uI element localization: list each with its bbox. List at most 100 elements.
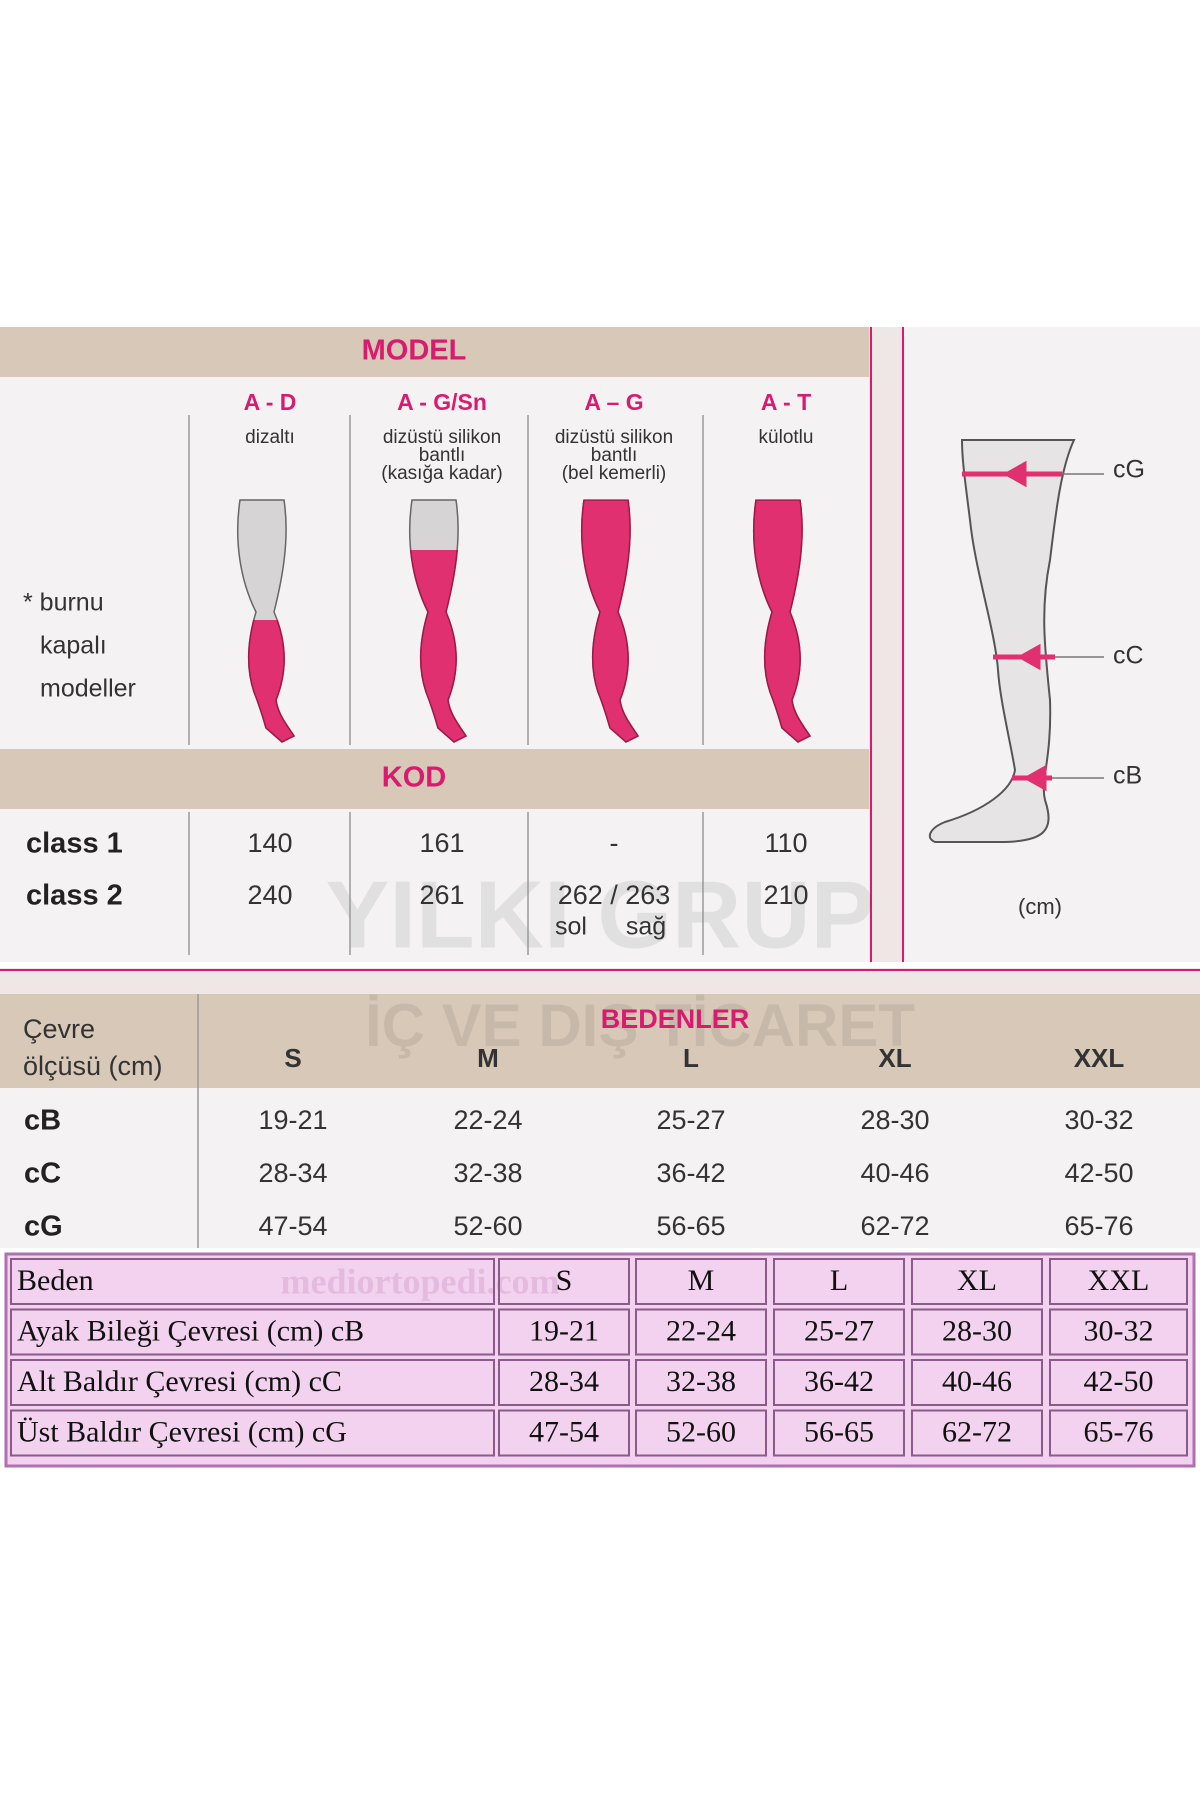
size-value: 47-54 xyxy=(258,1211,327,1241)
size-value: 42-50 xyxy=(1064,1158,1133,1188)
leg-label: cG xyxy=(1113,456,1145,484)
measure-label: cB xyxy=(24,1105,61,1137)
leg-panel xyxy=(904,327,1200,962)
kod-value: 261 xyxy=(419,880,464,910)
kod-band xyxy=(0,749,869,809)
table-cell xyxy=(635,1359,767,1406)
kod-value: 210 xyxy=(763,880,808,910)
separator xyxy=(0,968,1200,994)
table-value: 19-21 xyxy=(529,1314,599,1347)
size-value: 19-21 xyxy=(258,1105,327,1135)
table-cell xyxy=(911,1308,1043,1356)
watermark: mediortopedi.com xyxy=(281,1261,560,1301)
table-label: Üst Baldır Çevresi (cm) cG xyxy=(17,1415,347,1448)
kod-value: 140 xyxy=(247,828,292,858)
watermark: İÇ VE DIŞ TİCARET xyxy=(365,992,915,1059)
table-cell xyxy=(773,1258,905,1305)
measure-label: cG xyxy=(24,1211,63,1243)
table-value: 52-60 xyxy=(666,1415,736,1448)
model-desc: (kasığa kadar) xyxy=(381,463,502,484)
size-value: 30-32 xyxy=(1064,1105,1133,1135)
table-cell xyxy=(773,1308,905,1356)
table-cell xyxy=(773,1409,905,1457)
table-label: Ayak Bileği Çevresi (cm) cB xyxy=(17,1314,364,1347)
table-cell xyxy=(498,1308,630,1356)
table-value: 47-54 xyxy=(529,1415,599,1448)
sizes-header: ölçüsü (cm) xyxy=(23,1051,163,1081)
size-label: S xyxy=(284,1043,301,1073)
size-value: 28-30 xyxy=(860,1105,929,1135)
class-label: class 2 xyxy=(26,880,123,912)
note: * burnu xyxy=(23,589,104,617)
table-value: L xyxy=(830,1264,848,1297)
table-cell xyxy=(1049,1359,1188,1406)
divider xyxy=(869,327,903,962)
table-cell xyxy=(635,1409,767,1457)
section-title: MODEL xyxy=(362,335,467,367)
model-desc: dizüstü silikon xyxy=(555,427,673,448)
table-label: Alt Baldır Çevresi (cm) cC xyxy=(17,1365,342,1398)
size-label: XXL xyxy=(1074,1043,1125,1073)
table-cell xyxy=(911,1409,1043,1457)
kod-value: 240 xyxy=(247,880,292,910)
model-desc: dizaltı xyxy=(245,427,295,448)
table-value: XXL xyxy=(1088,1264,1150,1297)
size-value: 52-60 xyxy=(453,1211,522,1241)
class-label: class 1 xyxy=(26,828,123,860)
table-value: 25-27 xyxy=(804,1314,874,1347)
leg-label: cC xyxy=(1113,642,1144,670)
table-cell xyxy=(1049,1258,1188,1305)
table-label: Beden xyxy=(17,1264,94,1297)
table-cell xyxy=(498,1359,630,1406)
kod-value: - xyxy=(610,828,619,858)
table-value: 22-24 xyxy=(666,1314,736,1347)
kod-value: 161 xyxy=(419,828,464,858)
table-value: 28-34 xyxy=(529,1365,599,1398)
measure-label: cC xyxy=(24,1158,61,1190)
model-band xyxy=(0,327,869,377)
size-value: 62-72 xyxy=(860,1211,929,1241)
table-cell xyxy=(10,1409,495,1457)
model-desc: külotlu xyxy=(759,427,814,448)
model-desc: dizüstü silikon xyxy=(383,427,501,448)
table-cell xyxy=(498,1409,630,1457)
table-cell xyxy=(635,1308,767,1356)
table-value: 30-32 xyxy=(1084,1314,1154,1347)
note: kapalı xyxy=(40,632,107,660)
size-label: XL xyxy=(878,1043,911,1073)
table-cell xyxy=(911,1359,1043,1406)
table-cell xyxy=(10,1359,495,1406)
table-cell xyxy=(10,1258,495,1305)
sizes-body xyxy=(0,1088,1200,1248)
table-value: 62-72 xyxy=(942,1415,1012,1448)
model-code: A – G xyxy=(584,389,643,415)
size-value: 36-42 xyxy=(656,1158,725,1188)
kod-sub: sağ xyxy=(626,913,666,941)
table-value: XL xyxy=(957,1264,997,1297)
table-value: 28-30 xyxy=(942,1314,1012,1347)
section-title: BEDENLER xyxy=(601,1004,750,1034)
table-cell xyxy=(10,1308,495,1356)
table-cell xyxy=(911,1258,1043,1305)
table-value: 65-76 xyxy=(1084,1415,1154,1448)
leg-diagram xyxy=(928,439,1076,843)
table-cell xyxy=(1049,1308,1188,1356)
kod-sub: sol xyxy=(555,913,587,941)
model-code: A - T xyxy=(761,389,811,415)
kod-value: 262 / 263 xyxy=(558,880,671,910)
size-value: 25-27 xyxy=(656,1105,725,1135)
note: modeller xyxy=(40,675,136,703)
table-value: 32-38 xyxy=(666,1365,736,1398)
model-desc: bantlı xyxy=(591,445,637,466)
leg-unit: (cm) xyxy=(1018,894,1062,919)
model-code: A - G/Sn xyxy=(397,389,487,415)
table-value: S xyxy=(556,1264,573,1297)
model-code: A - D xyxy=(244,389,297,415)
table-cell xyxy=(1049,1409,1188,1457)
watermark: YILKI GRUP xyxy=(325,861,874,968)
table-value: 42-50 xyxy=(1084,1365,1154,1398)
table-value: M xyxy=(688,1264,715,1297)
table-value: 40-46 xyxy=(942,1365,1012,1398)
table-value: 36-42 xyxy=(804,1365,874,1398)
